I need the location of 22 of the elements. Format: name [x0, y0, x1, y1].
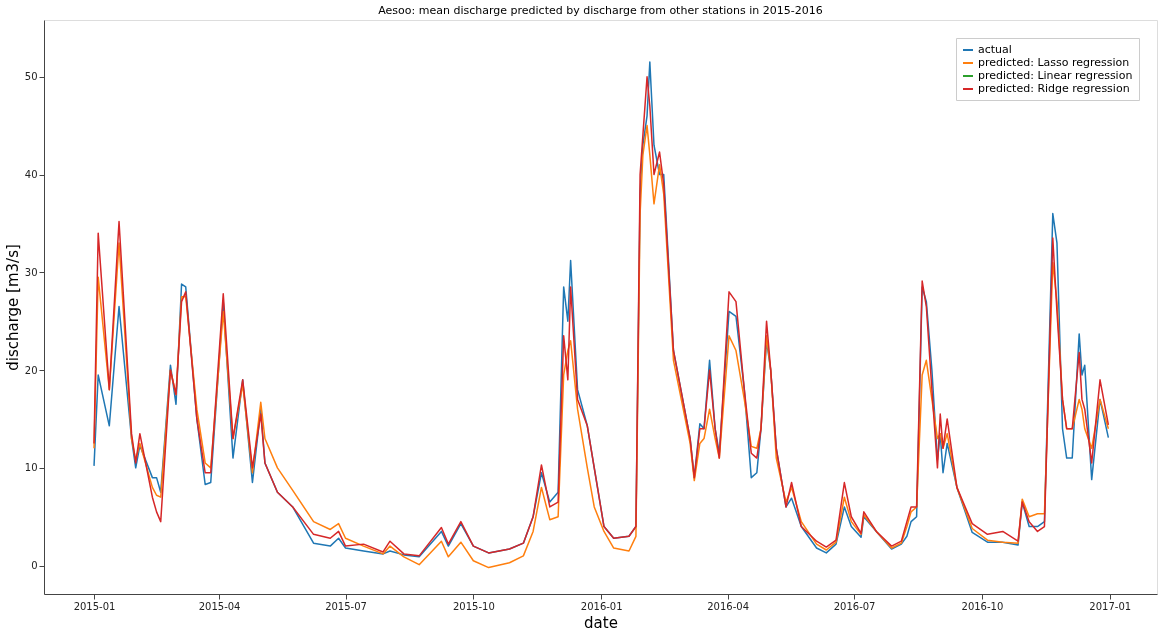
x-tick-label: 2015-04	[198, 600, 241, 612]
legend-label: predicted: Ridge regression	[978, 82, 1130, 95]
y-axis-title: discharge [m3/s]	[3, 244, 22, 371]
x-tick-label: 2016-01	[580, 600, 623, 612]
x-tick-label: 2015-01	[73, 600, 116, 612]
x-tick-label: 2015-10	[452, 600, 495, 612]
legend-label: predicted: Lasso regression	[978, 56, 1130, 69]
x-tick-label: 2016-04	[707, 600, 750, 612]
y-tick-label: 0	[31, 560, 38, 572]
y-tick-label: 30	[24, 266, 38, 278]
legend-label: actual	[978, 43, 1012, 56]
y-tick-label: 50	[24, 71, 38, 83]
x-tick-label: 2015-07	[325, 600, 367, 612]
x-axis-title: date	[584, 613, 618, 632]
y-tick-label: 20	[24, 364, 38, 376]
legend-label: predicted: Linear regression	[978, 69, 1133, 82]
y-tick-label: 40	[24, 169, 38, 180]
y-tick-label: 10	[24, 462, 38, 474]
x-tick-label: 2016-10	[961, 600, 1004, 612]
x-tick-label: 2016-07	[833, 600, 876, 612]
x-tick-label: 2017-01	[1089, 600, 1132, 612]
chart-title: Aesoo: mean discharge predicted by discharge from other stations in 2015-2016	[378, 4, 823, 17]
